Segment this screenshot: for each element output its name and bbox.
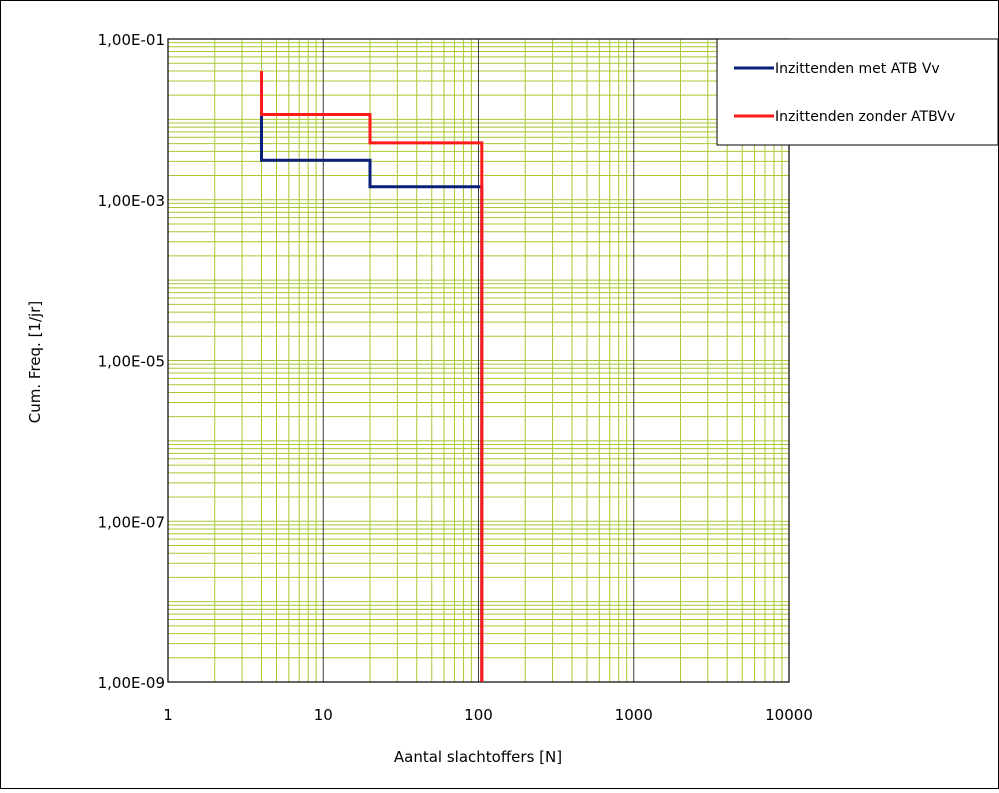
y-tick-label: 1,00E-09 xyxy=(98,674,165,692)
x-tick-label: 1000 xyxy=(615,706,653,724)
x-tick-label: 100 xyxy=(464,706,493,724)
plot-frame xyxy=(167,38,790,683)
x-tick-label: 10000 xyxy=(765,706,813,724)
plot-area-border xyxy=(167,38,790,683)
x-tick-label: 1 xyxy=(163,706,173,724)
series-line-2 xyxy=(260,71,484,682)
tick-labels: 1 10 100 1000 10000 1,00E-01 1,00E-03 1,00E-05 1… xyxy=(98,31,813,724)
x-tick-label: 10 xyxy=(314,706,333,724)
legend-box xyxy=(716,38,999,146)
legend-label-1: Inzittenden met ATB Vv xyxy=(775,61,940,77)
x-axis-title: Aantal slachtoffers [N] xyxy=(394,748,562,766)
y-axis-title: Cum. Freq. [1/jr] xyxy=(26,301,44,423)
data-series xyxy=(260,71,484,682)
legend-label-2: Inzittenden zonder ATBVv xyxy=(775,109,955,125)
y-tick-label: 1,00E-05 xyxy=(98,353,165,371)
y-tick-label: 1,00E-01 xyxy=(98,31,165,49)
y-tick-label: 1,00E-03 xyxy=(98,192,165,210)
y-tick-label: 1,00E-07 xyxy=(98,513,165,531)
grid xyxy=(168,39,789,683)
legend: Inzittenden met ATB Vv Inzittenden zonder… xyxy=(716,38,999,146)
